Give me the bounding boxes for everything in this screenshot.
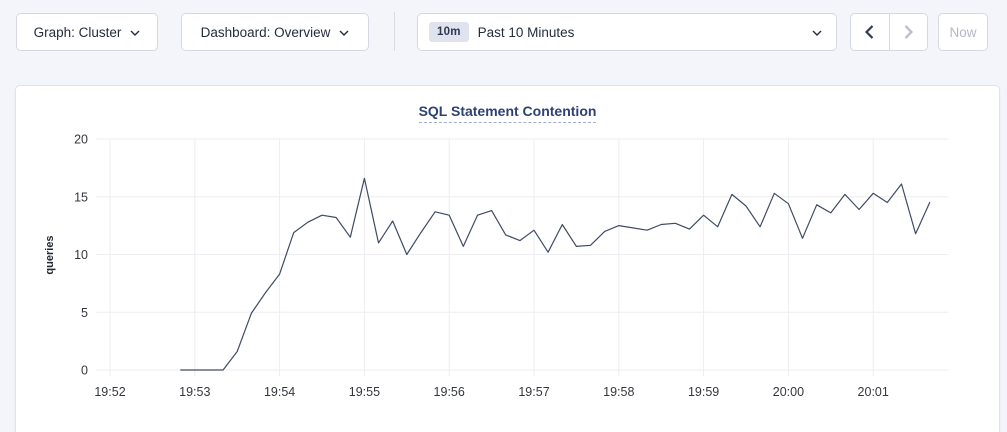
- now-button-label: Now: [949, 24, 977, 40]
- chevron-down-icon: [130, 30, 140, 36]
- time-range-arrows: [850, 13, 928, 51]
- chevron-right-icon: [904, 25, 913, 39]
- chevron-left-icon: [865, 25, 874, 39]
- chart-title[interactable]: SQL Statement Contention: [418, 103, 597, 123]
- chevron-down-icon: [812, 30, 822, 36]
- dashboard-dropdown[interactable]: Dashboard: Overview: [181, 13, 369, 51]
- dashboard-dropdown-label: Dashboard: Overview: [200, 24, 331, 40]
- chevron-down-icon: [339, 30, 349, 36]
- time-range-badge: 10m: [429, 22, 469, 42]
- prev-range-button[interactable]: [851, 14, 889, 50]
- graph-dropdown[interactable]: Graph: Cluster: [16, 13, 158, 51]
- graph-dropdown-label: Graph: Cluster: [33, 24, 122, 40]
- time-range-label: Past 10 Minutes: [477, 24, 575, 40]
- time-range-picker[interactable]: 10m Past 10 Minutes: [417, 13, 837, 51]
- next-range-button[interactable]: [888, 14, 928, 50]
- toolbar-divider: [394, 12, 395, 51]
- toolbar: Graph: Cluster Dashboard: Overview 10m P…: [0, 0, 1007, 70]
- chart-card: SQL Statement Contention: [15, 85, 1000, 432]
- now-button[interactable]: Now: [938, 13, 988, 51]
